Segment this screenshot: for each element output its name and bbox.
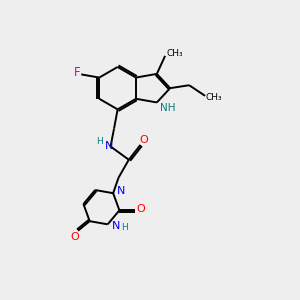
Text: N: N: [117, 186, 126, 196]
Text: NH: NH: [160, 103, 176, 113]
Text: CH₃: CH₃: [205, 93, 222, 102]
Text: N: N: [105, 142, 113, 152]
Text: N: N: [112, 221, 121, 231]
Text: O: O: [70, 232, 79, 242]
Text: O: O: [137, 205, 146, 214]
Text: CH₃: CH₃: [166, 49, 183, 58]
Text: F: F: [74, 66, 80, 80]
Text: H: H: [96, 137, 103, 146]
Text: H: H: [122, 224, 128, 232]
Text: O: O: [139, 135, 148, 145]
